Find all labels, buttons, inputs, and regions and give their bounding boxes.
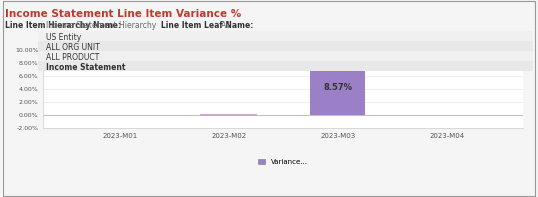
Text: Income Statement Line Item Variance %: Income Statement Line Item Variance % xyxy=(5,9,242,19)
Bar xyxy=(310,60,365,115)
Text: All: All xyxy=(221,21,230,30)
Text: ALL PRODUCT: ALL PRODUCT xyxy=(46,53,99,62)
Text: Line Item Hierarchy Name:: Line Item Hierarchy Name: xyxy=(5,21,122,30)
Text: US Entity: US Entity xyxy=(46,33,81,43)
Text: 8.57%: 8.57% xyxy=(323,83,352,92)
Text: ALL ORG UNIT: ALL ORG UNIT xyxy=(46,43,100,52)
Text: Income Statement Hierarchy: Income Statement Hierarchy xyxy=(46,21,156,30)
Legend: Variance...: Variance... xyxy=(256,156,311,167)
Text: Line Item Leaf Name:: Line Item Leaf Name: xyxy=(153,21,254,30)
Text: Income Statement: Income Statement xyxy=(46,63,125,72)
